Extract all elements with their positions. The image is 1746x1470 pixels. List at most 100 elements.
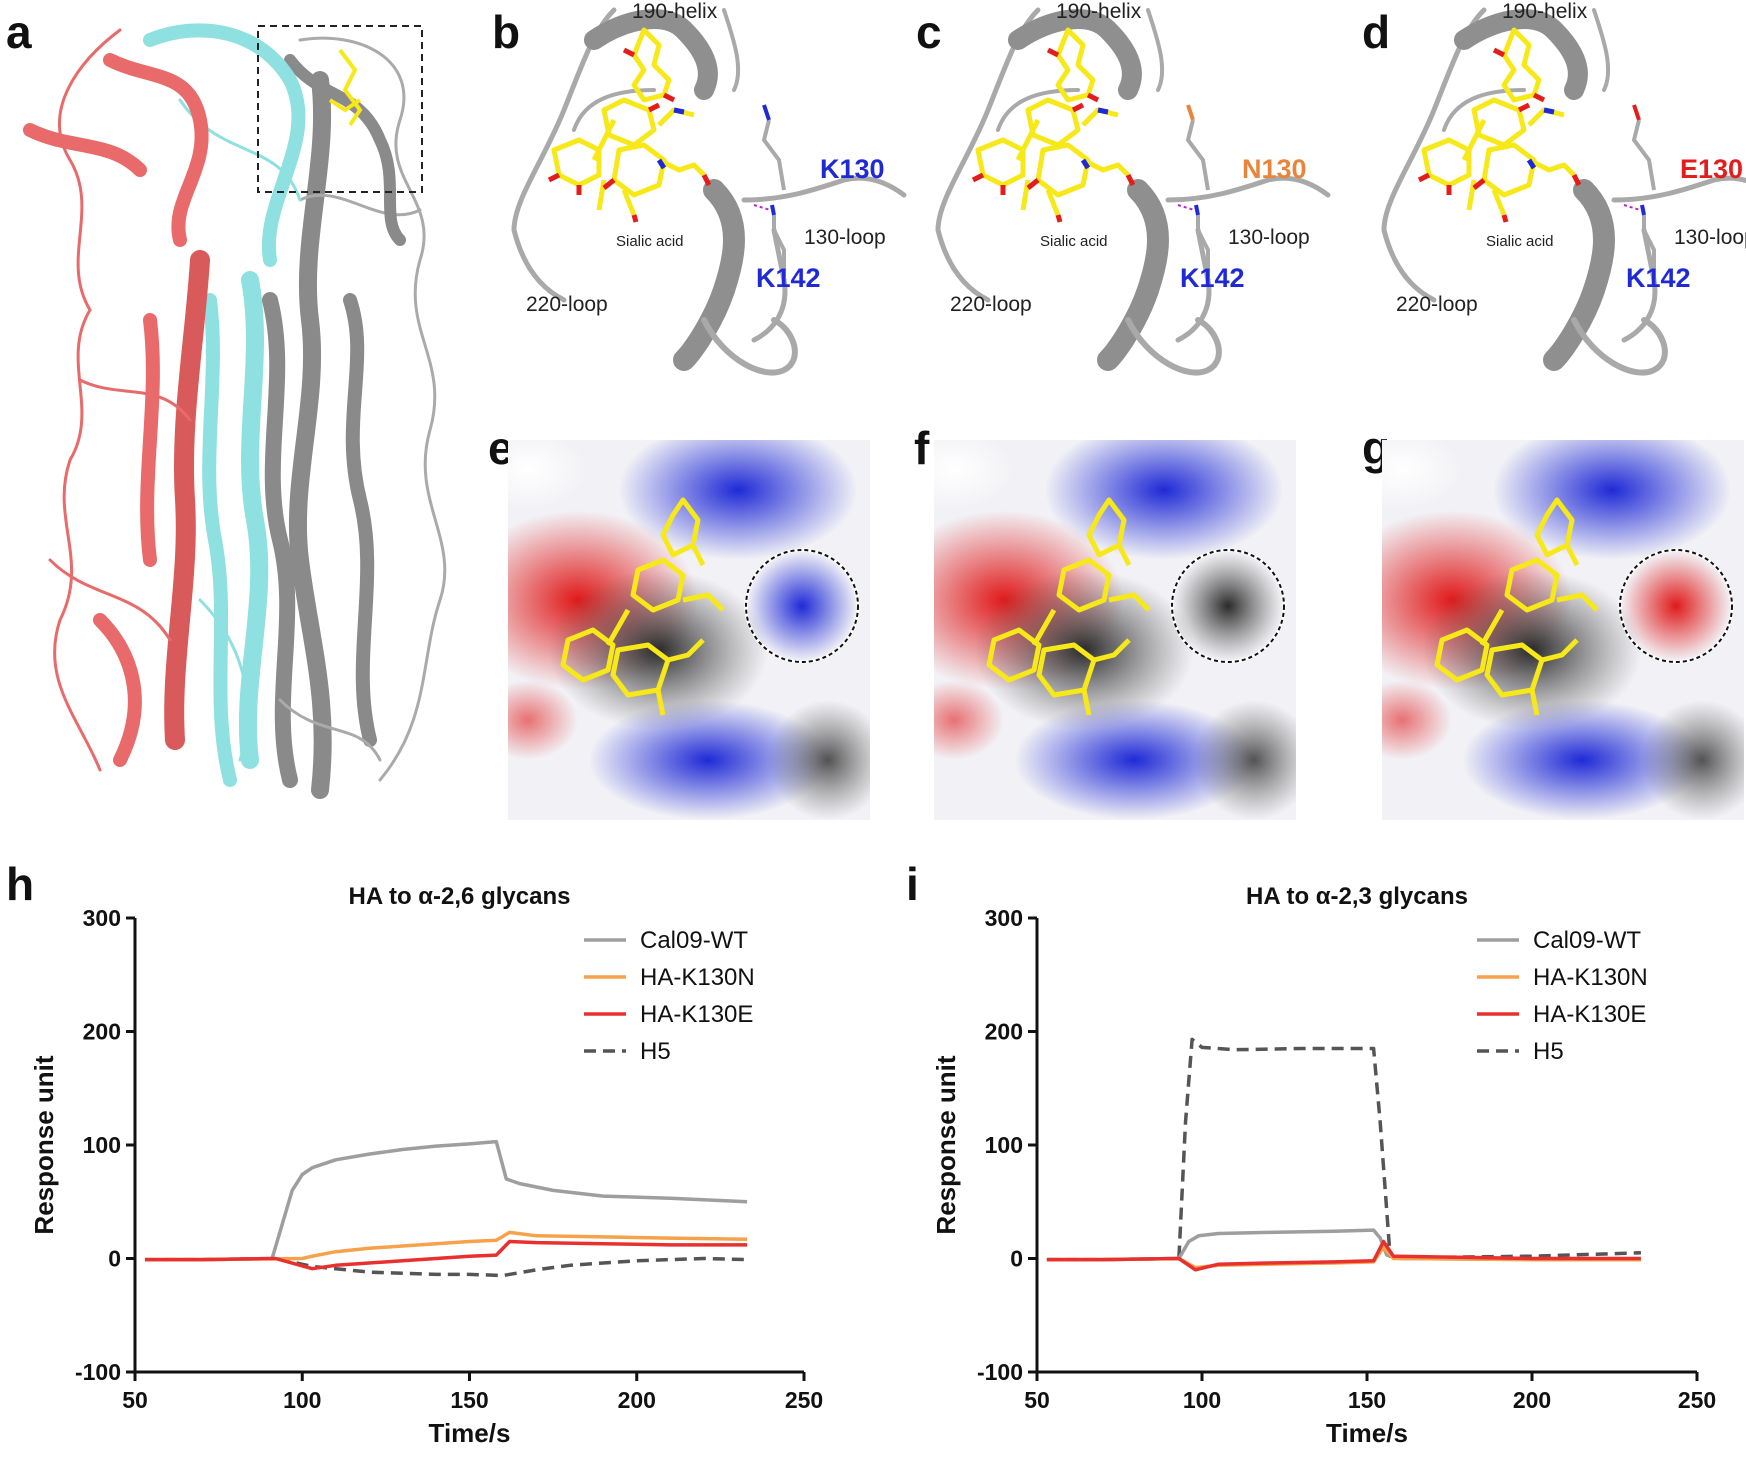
panel-letter-b: b xyxy=(492,6,520,58)
panel-letter-f: f xyxy=(914,422,930,474)
trimer-chain-red xyxy=(23,28,210,772)
x-tick-label: 250 xyxy=(1678,1387,1716,1413)
label-sialic-acid: Sialic acid xyxy=(616,233,684,250)
series-line-ha-k130e xyxy=(1046,1239,1641,1272)
label-sialic-acid: Sialic acid xyxy=(1040,233,1108,250)
zoom-region-box xyxy=(257,25,423,193)
label-k142: K142 xyxy=(1180,263,1245,293)
series-line-cal09-wt xyxy=(1046,1228,1641,1262)
x-tick-label: 200 xyxy=(1513,1387,1551,1413)
label-130-loop: 130-loop xyxy=(1674,226,1746,249)
legend-entry: Cal09-WT xyxy=(640,927,748,954)
x-tick-label: 100 xyxy=(283,1387,321,1413)
panel-d: d 190-helix 130-loop 220-loop Sialic acid K14… xyxy=(1362,0,1746,376)
ligand-nitrogen-atoms xyxy=(1080,107,1109,170)
protein-backbone xyxy=(935,7,1331,376)
panel-letter-d: d xyxy=(1362,6,1390,58)
y-axis-label: Response unit xyxy=(931,1055,961,1234)
y-axis-label: Response unit xyxy=(29,1055,59,1234)
residue-130-sidechain xyxy=(1631,104,1656,280)
label-220-loop: 220-loop xyxy=(1396,293,1478,316)
panel-e: e xyxy=(488,422,870,820)
label-130-loop: 130-loop xyxy=(1228,226,1310,249)
panel-letter-c: c xyxy=(916,6,942,58)
series-line-h5 xyxy=(145,1256,748,1278)
legend-entry: Cal09-WT xyxy=(1533,927,1641,954)
y-tick-label: 0 xyxy=(108,1246,121,1272)
legend-entry: HA-K130N xyxy=(1533,964,1648,991)
legend-entry: HA-K130E xyxy=(640,1001,753,1028)
electrostatic-surface xyxy=(1382,440,1744,820)
panel-h: h HA to α-2,6 glycans -100 0 100 200 300 50 100… xyxy=(6,858,823,1448)
sialic-acid-ligand xyxy=(986,497,1151,716)
y-tick-label: -100 xyxy=(977,1359,1023,1385)
y-tick-label: -100 xyxy=(75,1359,121,1385)
highlight-circle xyxy=(1171,549,1285,663)
panel-g: g xyxy=(1362,422,1744,820)
label-190-helix: 190-helix xyxy=(1056,0,1142,23)
ligand-oxygen-atoms xyxy=(971,47,1136,223)
highlight-circle xyxy=(1619,549,1733,663)
x-tick-label: 100 xyxy=(1183,1387,1221,1413)
binding-site-panels: b 190-helix 130-loop 220-loop Sialic acid K14… xyxy=(492,0,1746,376)
panel-f: f xyxy=(914,422,1296,820)
chart-alpha23: HA to α-2,3 glycans -100 0 100 200 300 50 100 15… xyxy=(931,883,1716,1448)
legend-entry: H5 xyxy=(640,1038,671,1065)
panel-letter-h: h xyxy=(6,858,34,910)
sialic-acid-ligand xyxy=(560,497,725,716)
ligand-nitrogen-atoms xyxy=(656,107,685,170)
label-k142: K142 xyxy=(756,263,821,293)
y-tick-label: 100 xyxy=(985,1132,1023,1158)
label-residue-130: N130 xyxy=(1242,154,1307,184)
panel-letter-i: i xyxy=(906,858,919,910)
chart-title: HA to α-2,3 glycans xyxy=(1246,883,1468,910)
highlight-circle xyxy=(745,549,859,663)
ligand-oxygen-atoms xyxy=(1417,47,1582,223)
series-line-ha-k130n xyxy=(145,1230,748,1262)
label-220-loop: 220-loop xyxy=(526,293,608,316)
label-190-helix: 190-helix xyxy=(632,0,718,23)
panel-c: c 190-helix 130-loop 220-loop Sialic acid K14… xyxy=(916,0,1331,376)
y-tick-label: 0 xyxy=(1010,1246,1023,1272)
y-tick-label: 200 xyxy=(83,1019,121,1045)
panel-i: i HA to α-2,3 glycans -100 0 100 200 300 50 100… xyxy=(906,858,1716,1448)
trimer-chain-gray xyxy=(262,36,447,799)
label-k142: K142 xyxy=(1626,263,1691,293)
series-line-ha-k130e xyxy=(145,1239,748,1271)
series-line-cal09-wt xyxy=(145,1139,748,1262)
panel-letter-a: a xyxy=(6,6,32,58)
legend-entry: HA-K130N xyxy=(640,964,755,991)
chart-title: HA to α-2,6 glycans xyxy=(349,883,571,910)
x-axis-label: Time/s xyxy=(1326,1418,1408,1448)
x-tick-label: 50 xyxy=(122,1387,148,1413)
legend-entry: HA-K130E xyxy=(1533,1001,1646,1028)
series-line-h5 xyxy=(1046,1037,1641,1262)
y-tick-label: 100 xyxy=(83,1132,121,1158)
label-residue-130: K130 xyxy=(820,154,885,184)
trimer-ligand xyxy=(328,48,363,127)
label-residue-130: E130 xyxy=(1680,154,1743,184)
residue-130-sidechain xyxy=(1185,104,1210,280)
x-tick-label: 250 xyxy=(785,1387,823,1413)
label-130-loop: 130-loop xyxy=(804,226,886,249)
x-tick-label: 150 xyxy=(1348,1387,1386,1413)
protein-backbone xyxy=(1381,7,1746,376)
x-tick-label: 50 xyxy=(1024,1387,1050,1413)
label-190-helix: 190-helix xyxy=(1502,0,1588,23)
legend-entry: H5 xyxy=(1533,1038,1564,1065)
y-tick-label: 200 xyxy=(985,1019,1023,1045)
x-tick-label: 150 xyxy=(450,1387,488,1413)
y-tick-label: 300 xyxy=(83,905,121,931)
electrostatic-surface xyxy=(934,440,1296,820)
panel-a-trimer-structure: a xyxy=(6,6,447,799)
panel-b: b 190-helix 130-loop 220-loop Sialic acid K14… xyxy=(492,0,907,376)
y-tick-label: 300 xyxy=(985,905,1023,931)
protein-backbone xyxy=(511,7,907,376)
ligand-oxygen-atoms xyxy=(547,47,712,223)
x-tick-label: 200 xyxy=(618,1387,656,1413)
residue-130-sidechain xyxy=(761,104,786,280)
ligand-nitrogen-atoms xyxy=(1526,107,1555,170)
electrostatic-surface xyxy=(508,440,870,820)
